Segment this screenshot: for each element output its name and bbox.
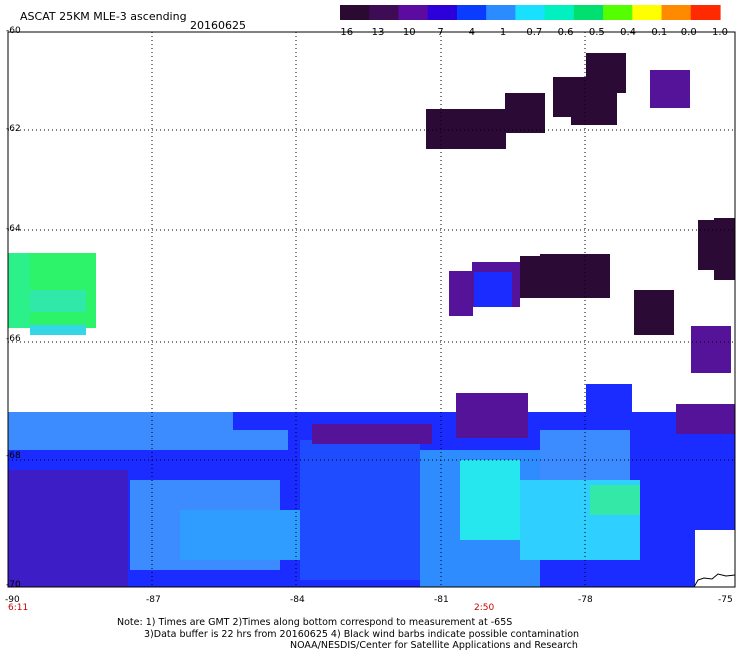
wind-cell (300, 440, 420, 580)
colorbar-swatch (690, 5, 721, 20)
colorbar-swatch (661, 5, 692, 20)
wind-cell (676, 404, 735, 434)
wind-cell (456, 393, 528, 438)
wind-cell (460, 460, 520, 540)
wind-cell (30, 290, 86, 312)
colorbar-swatch (456, 5, 487, 20)
wind-cell (8, 253, 30, 328)
wind-cell (8, 412, 233, 432)
wind-cell (586, 53, 626, 93)
wind-cell (474, 272, 512, 307)
note-line-3: NOAA/NESDIS/Center for Satellite Applica… (290, 640, 578, 651)
wind-cells (8, 53, 735, 587)
wind-cell (586, 384, 632, 429)
map-title: ASCAT 25KM MLE-3 ascending (20, 10, 187, 23)
map-border (7, 31, 736, 588)
note-line-2: 3)Data buffer is 22 hrs from 20160625 4)… (144, 629, 580, 640)
graticule (8, 32, 735, 587)
wind-cell (634, 290, 674, 335)
map-date: 20160625 (190, 19, 246, 32)
wind-cell (691, 326, 731, 373)
time-label: 2:50 (474, 603, 495, 613)
lat-label: -66 (6, 334, 21, 344)
note-line-1: Note: 1) Times are GMT 2)Times along bot… (117, 617, 513, 628)
colorbar-swatch (573, 5, 604, 20)
colorbar-swatch (398, 5, 429, 20)
colorbar-swatch (427, 5, 458, 20)
lon-label: -81 (434, 595, 449, 605)
wind-cell (590, 485, 640, 515)
colorbar-swatch (632, 5, 663, 20)
colorbar-swatch (544, 5, 575, 20)
lon-label: -90 (5, 595, 20, 605)
wind-cell (540, 430, 630, 480)
wind-cell (30, 325, 86, 335)
colorbar-swatch (340, 5, 370, 20)
wind-cell (540, 254, 610, 298)
wind-cell (449, 271, 473, 316)
colorbar-swatch (486, 5, 516, 20)
lat-label: -64 (6, 224, 21, 234)
lat-label: -60 (6, 26, 21, 36)
colorbar-swatch (603, 5, 633, 20)
colorbar-swatch (369, 5, 400, 20)
colorbar-swatch (515, 5, 546, 20)
wind-cell (312, 424, 432, 444)
wind-cell (650, 70, 690, 108)
lat-label: -62 (6, 124, 21, 134)
lon-label: -84 (290, 595, 305, 605)
colorbar (340, 5, 721, 20)
lon-label: -75 (718, 595, 733, 605)
wind-cell (8, 470, 128, 587)
wind-cell (700, 440, 735, 530)
wind-cell (8, 430, 288, 450)
wind-cell (180, 510, 300, 560)
lon-label: -78 (578, 595, 593, 605)
lon-label: -87 (146, 595, 161, 605)
wind-cell (505, 93, 545, 133)
wind-cell (714, 218, 735, 280)
time-label: 6:11 (8, 603, 29, 613)
wind-cell (695, 530, 735, 587)
lat-label: -70 (6, 580, 21, 590)
coastline (693, 573, 736, 588)
lat-label: -68 (6, 451, 21, 461)
wind-cell (426, 109, 506, 149)
